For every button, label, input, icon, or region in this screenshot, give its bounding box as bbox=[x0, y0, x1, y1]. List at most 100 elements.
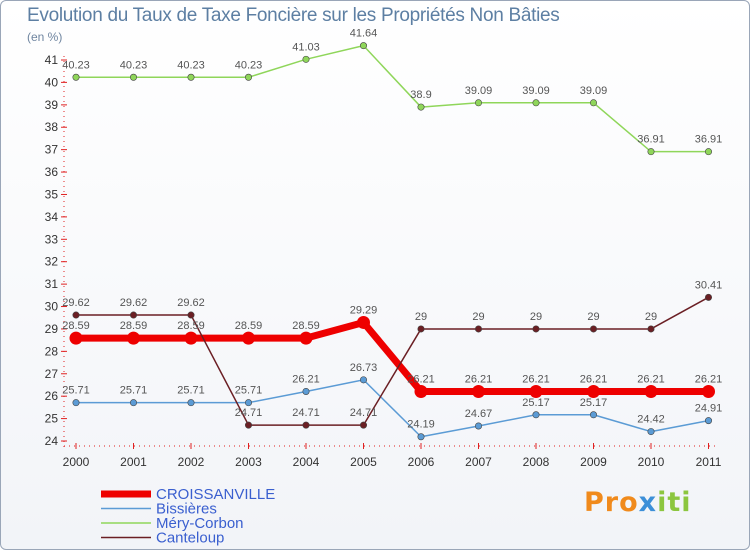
point-canteloup bbox=[647, 325, 655, 333]
data-label-canteloup: 24.71 bbox=[350, 407, 378, 419]
chart-subtitle: (en %) bbox=[27, 30, 63, 44]
data-label-m-ry-corbon: 41.64 bbox=[350, 28, 378, 40]
data-label-canteloup: 29 bbox=[415, 311, 427, 323]
y-tick-label: 40 bbox=[45, 75, 59, 89]
point-canteloup bbox=[532, 325, 540, 333]
logo-part-2: x bbox=[638, 487, 658, 518]
point-canteloup bbox=[474, 325, 482, 333]
data-label-m-ry-corbon: 40.23 bbox=[177, 59, 205, 71]
data-label-croissanville: 28.59 bbox=[62, 320, 90, 332]
proxiti-logo: Proxiti bbox=[584, 487, 692, 518]
point-canteloup bbox=[245, 421, 253, 429]
y-tick-label: 27 bbox=[45, 367, 59, 381]
x-tick-label: 2004 bbox=[293, 455, 320, 469]
data-label-bissi-res: 25.17 bbox=[522, 397, 550, 409]
point-croissanville bbox=[242, 331, 255, 345]
data-label-croissanville: 26.21 bbox=[465, 373, 493, 385]
data-label-m-ry-corbon: 39.09 bbox=[580, 85, 608, 97]
point-m-ry-corbon bbox=[647, 148, 655, 156]
point-croissanville bbox=[472, 384, 485, 398]
data-label-canteloup: 29 bbox=[645, 311, 657, 323]
data-labels: 40.23 40.23 40.23 40.23 41.03 41.64 38.9 39.09 3… bbox=[62, 28, 722, 431]
data-label-croissanville: 26.21 bbox=[407, 373, 435, 385]
y-tick-label: 29 bbox=[45, 322, 59, 336]
data-label-croissanville: 28.59 bbox=[177, 320, 205, 332]
x-tick-label: 2000 bbox=[63, 455, 90, 469]
legend-label-canteloup: Canteloup bbox=[156, 530, 224, 547]
series-line-m-ry-corbon bbox=[76, 44, 709, 153]
series-lines bbox=[69, 42, 715, 441]
data-label-canteloup: 29 bbox=[530, 311, 542, 323]
point-m-ry-corbon bbox=[474, 99, 482, 107]
legend-label-bissi-res: Bissières bbox=[156, 501, 217, 518]
x-tick-label: 2006 bbox=[408, 455, 435, 469]
point-m-ry-corbon bbox=[532, 99, 540, 107]
point-m-ry-corbon bbox=[130, 73, 138, 81]
point-m-ry-corbon bbox=[589, 99, 597, 107]
y-tick-label: 35 bbox=[45, 187, 59, 201]
point-canteloup bbox=[589, 325, 597, 333]
legend-label-croissanville: CROISSANVILLE bbox=[156, 486, 275, 503]
y-tick-label: 39 bbox=[45, 98, 59, 112]
data-label-canteloup: 29.62 bbox=[62, 297, 90, 309]
data-label-bissi-res: 24.42 bbox=[637, 414, 665, 426]
x-tick-label: 2009 bbox=[580, 455, 607, 469]
point-m-ry-corbon bbox=[302, 55, 310, 63]
point-bissi-res bbox=[302, 387, 310, 395]
point-canteloup bbox=[72, 311, 80, 319]
data-label-m-ry-corbon: 40.23 bbox=[62, 59, 90, 71]
data-label-croissanville: 26.21 bbox=[695, 373, 723, 385]
point-m-ry-corbon bbox=[417, 103, 425, 111]
y-tick-label: 28 bbox=[45, 344, 59, 358]
data-label-canteloup: 29.62 bbox=[120, 297, 148, 309]
data-label-canteloup: 30.41 bbox=[695, 279, 723, 291]
data-label-m-ry-corbon: 36.91 bbox=[695, 134, 723, 146]
data-label-bissi-res: 25.71 bbox=[177, 385, 205, 397]
x-tick-label: 2011 bbox=[696, 455, 722, 469]
point-croissanville bbox=[69, 331, 83, 345]
data-label-canteloup: 24.71 bbox=[235, 407, 263, 419]
point-croissanville bbox=[357, 315, 370, 329]
point-bissi-res bbox=[647, 428, 655, 436]
data-label-croissanville: 26.21 bbox=[522, 373, 550, 385]
point-bissi-res bbox=[474, 422, 482, 430]
point-m-ry-corbon bbox=[187, 73, 195, 81]
point-bissi-res bbox=[72, 399, 80, 407]
data-label-croissanville: 28.59 bbox=[235, 320, 263, 332]
point-canteloup bbox=[302, 421, 310, 429]
point-croissanville bbox=[529, 384, 543, 398]
x-tick-label: 2008 bbox=[523, 455, 550, 469]
data-label-m-ry-corbon: 39.09 bbox=[465, 85, 493, 97]
x-tick-label: 2005 bbox=[350, 455, 377, 469]
data-label-bissi-res: 25.17 bbox=[580, 397, 608, 409]
point-m-ry-corbon bbox=[245, 73, 253, 81]
y-tick-label: 38 bbox=[45, 120, 59, 134]
series-line-bissi-res bbox=[76, 379, 709, 438]
point-bissi-res bbox=[130, 399, 138, 407]
data-label-bissi-res: 24.91 bbox=[695, 403, 723, 415]
y-tick-label: 31 bbox=[45, 277, 59, 291]
point-bissi-res bbox=[704, 417, 712, 425]
x-tick-label: 2007 bbox=[465, 455, 492, 469]
point-croissanville bbox=[644, 384, 658, 398]
y-tick-label: 33 bbox=[45, 232, 59, 246]
point-canteloup bbox=[130, 311, 138, 319]
logo-part-3: iti bbox=[657, 487, 692, 518]
point-canteloup bbox=[187, 311, 195, 319]
data-label-croissanville: 28.59 bbox=[120, 320, 148, 332]
data-label-bissi-res: 25.71 bbox=[120, 385, 148, 397]
point-croissanville bbox=[587, 384, 600, 398]
data-label-bissi-res: 26.73 bbox=[350, 362, 378, 374]
x-tick-label: 2001 bbox=[120, 455, 147, 469]
y-tick-label: 37 bbox=[45, 143, 59, 157]
data-label-croissanville: 29.29 bbox=[350, 304, 378, 316]
data-label-bissi-res: 24.67 bbox=[465, 408, 493, 420]
point-m-ry-corbon bbox=[72, 73, 80, 81]
point-croissanville bbox=[299, 331, 313, 345]
legend-label-m-ry-corbon: Méry-Corbon bbox=[156, 515, 244, 532]
data-label-bissi-res: 24.19 bbox=[407, 419, 435, 431]
y-tick-label: 41 bbox=[45, 53, 59, 67]
data-label-m-ry-corbon: 39.09 bbox=[522, 85, 550, 97]
